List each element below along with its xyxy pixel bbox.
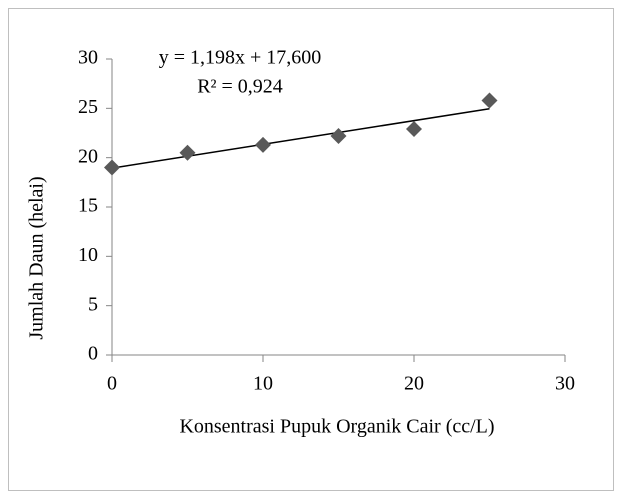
x-tick-label: 0 xyxy=(107,373,117,395)
y-tick-label: 5 xyxy=(88,293,98,315)
marker xyxy=(330,127,347,144)
equation: y = 1,198x + 17,600 xyxy=(159,47,322,69)
y-tick-label: 25 xyxy=(78,96,98,118)
y-tick-label: 10 xyxy=(78,244,98,266)
y-tick-label: 0 xyxy=(88,343,98,365)
marker xyxy=(255,136,271,153)
y-axis-title: Jumlah Daun (helai) xyxy=(26,176,48,339)
marker xyxy=(481,92,498,109)
trendline xyxy=(111,108,490,169)
marker xyxy=(406,121,422,138)
x-tick-label: 20 xyxy=(404,373,424,395)
x-tick-label: 10 xyxy=(253,373,273,395)
y-tick-label: 15 xyxy=(78,195,98,217)
y-tick-label: 20 xyxy=(78,145,98,167)
y-tick-label: 30 xyxy=(78,47,98,69)
marker xyxy=(179,144,196,161)
chart-frame xyxy=(8,8,614,491)
marker xyxy=(104,159,120,176)
r-squared: R² = 0,924 xyxy=(197,76,283,98)
x-axis-title: Konsentrasi Pupuk Organik Cair (cc/L) xyxy=(179,416,494,438)
x-tick-label: 30 xyxy=(555,373,575,395)
